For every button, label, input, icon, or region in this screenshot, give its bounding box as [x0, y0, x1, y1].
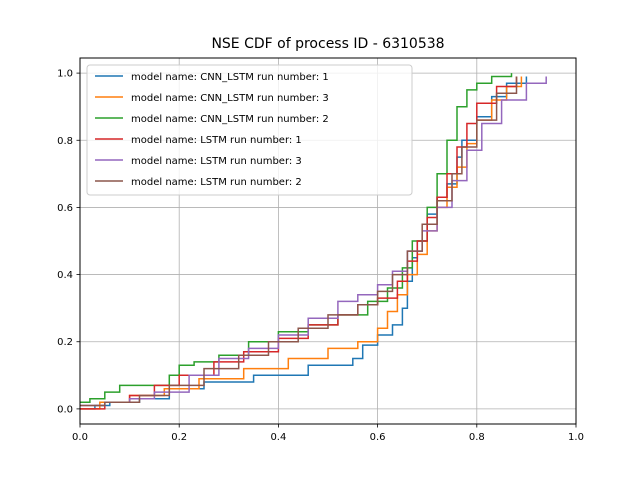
chart-title: NSE CDF of process ID - 6310538: [211, 36, 444, 52]
series-line-3: [80, 73, 513, 403]
legend: model name: CNN_LSTM run number: 1 model …: [86, 64, 413, 196]
x-tick-label: 0.8: [469, 432, 485, 443]
legend-box: [86, 64, 413, 196]
x-tick-label: 0.2: [171, 432, 187, 443]
y-tick-label: 0.4: [57, 270, 73, 281]
legend-entry-label: model name: CNN_LSTM run number: 1: [131, 72, 329, 83]
y-tick-label: 0.8: [57, 136, 73, 147]
y-tick-label: 0.6: [57, 203, 73, 214]
legend-entry-label: model name: CNN_LSTM run number: 3: [131, 93, 329, 104]
y-tick-label: 0.0: [57, 404, 73, 415]
series-line-6: [80, 76, 518, 407]
x-tick-label: 0.6: [370, 432, 386, 443]
plot-frame: [79, 57, 577, 425]
x-tick-label: 1.0: [568, 432, 584, 443]
x-tick-label: 0.0: [72, 432, 88, 443]
y-tick-label: 0.2: [57, 337, 73, 348]
legend-entry-label: model name: LSTM run number: 1: [131, 135, 302, 146]
legend-entry-label: model name: CNN_LSTM run number: 2: [131, 114, 329, 125]
legend-entry-label: model name: LSTM run number: 3: [131, 156, 302, 167]
series-layer: [80, 73, 547, 410]
axis-ticks: 0.0 0.2 0.4 0.6 0.8 1.0 0.0 0.2 0.4 0.6 0.8 1.0: [57, 69, 584, 443]
legend-entry-label: model name: LSTM run number: 2: [131, 177, 302, 188]
x-tick-label: 0.4: [270, 432, 286, 443]
y-tick-label: 1.0: [57, 69, 73, 80]
